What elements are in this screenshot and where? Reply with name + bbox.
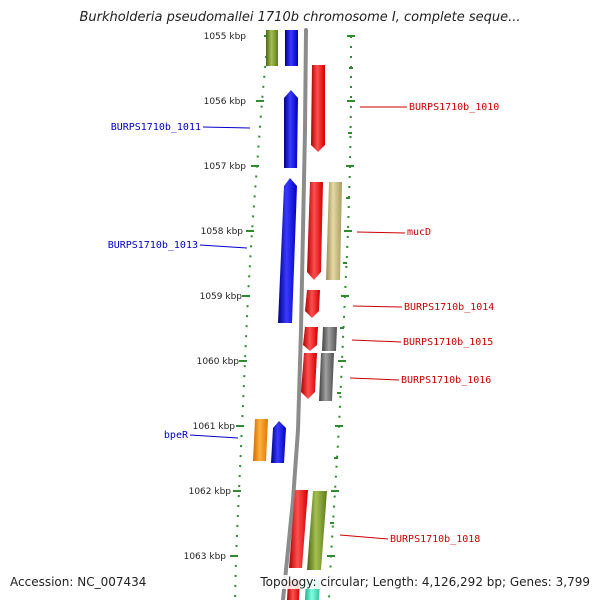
gene-arrow[interactable] [266, 30, 278, 66]
genes-reverse-strand [253, 30, 298, 463]
gene-label[interactable]: BURPS1710b_1016 [401, 375, 491, 386]
sequence-info: Topology: circular; Length: 4,126,292 bp… [260, 575, 590, 589]
kbp-label: 1059 kbp [200, 292, 243, 302]
label-leaders [189, 106, 407, 540]
gene-arrow[interactable] [285, 30, 298, 66]
gene-label[interactable]: BURPS1710b_1015 [403, 337, 493, 348]
leader-line [199, 244, 248, 249]
gene-arrow[interactable] [322, 327, 337, 351]
gene-arrow[interactable] [311, 65, 325, 152]
ruler-ticks [230, 35, 355, 557]
gene-label[interactable]: bpeR [164, 430, 189, 441]
gene-arrow[interactable] [284, 90, 298, 168]
leader-line [349, 377, 400, 381]
kbp-label: 1058 kbp [201, 227, 244, 237]
gene-label[interactable]: BURPS1710b_1013 [108, 240, 198, 251]
leader-line [339, 534, 389, 540]
gene-label[interactable]: BURPS1710b_1010 [409, 102, 499, 113]
leader-line [352, 305, 403, 308]
kbp-label: 1060 kbp [197, 357, 240, 367]
gene-label[interactable]: BURPS1710b_1018 [390, 534, 480, 545]
kbp-label: 1063 kbp [184, 552, 227, 562]
topology-label: Topology: circular; Length: 4,126,292 bp… [260, 575, 590, 589]
gene-arrow[interactable] [303, 327, 318, 351]
genes-forward-strand [287, 65, 342, 600]
kbp-label: 1057 kbp [204, 162, 247, 172]
gene-arrow[interactable] [271, 421, 286, 463]
gene-arrow[interactable] [319, 353, 334, 401]
map-title: Burkholderia pseudomallei 1710b chromoso… [79, 10, 521, 25]
right-ruler-track [328, 36, 352, 600]
leader-line [189, 434, 239, 439]
kbp-label: 1055 kbp [204, 32, 247, 42]
gene-arrow[interactable] [301, 353, 317, 399]
gene-arrow[interactable] [307, 182, 323, 280]
gene-arrow[interactable] [326, 182, 342, 280]
left-ruler-track [234, 35, 269, 600]
kbp-label: 1061 kbp [193, 422, 236, 432]
gene-label[interactable]: BURPS1710b_1011 [111, 122, 201, 133]
gene-arrow[interactable] [307, 491, 327, 570]
gene-arrow[interactable] [253, 419, 268, 461]
chromosome-backbone [281, 28, 308, 600]
kbp-label: 1056 kbp [204, 97, 247, 107]
gene-arrow[interactable] [289, 490, 308, 568]
gene-labels: BURPS1710b_1010 BURPS1710b_1011 BURPS171… [108, 102, 500, 545]
accession-label: Accession: NC_007434 [10, 575, 147, 589]
leader-line [356, 231, 406, 234]
gene-arrow[interactable] [278, 178, 297, 323]
gene-label[interactable]: BURPS1710b_1014 [404, 302, 494, 313]
gene-label[interactable]: mucD [407, 227, 431, 238]
gene-arrow[interactable] [305, 290, 320, 318]
ruler-labels: 1055 kbp 1056 kbp 1057 kbp 1058 kbp 1059… [184, 32, 247, 562]
leader-line [202, 126, 251, 129]
kbp-label: 1062 kbp [189, 487, 232, 497]
leader-line [351, 339, 402, 343]
